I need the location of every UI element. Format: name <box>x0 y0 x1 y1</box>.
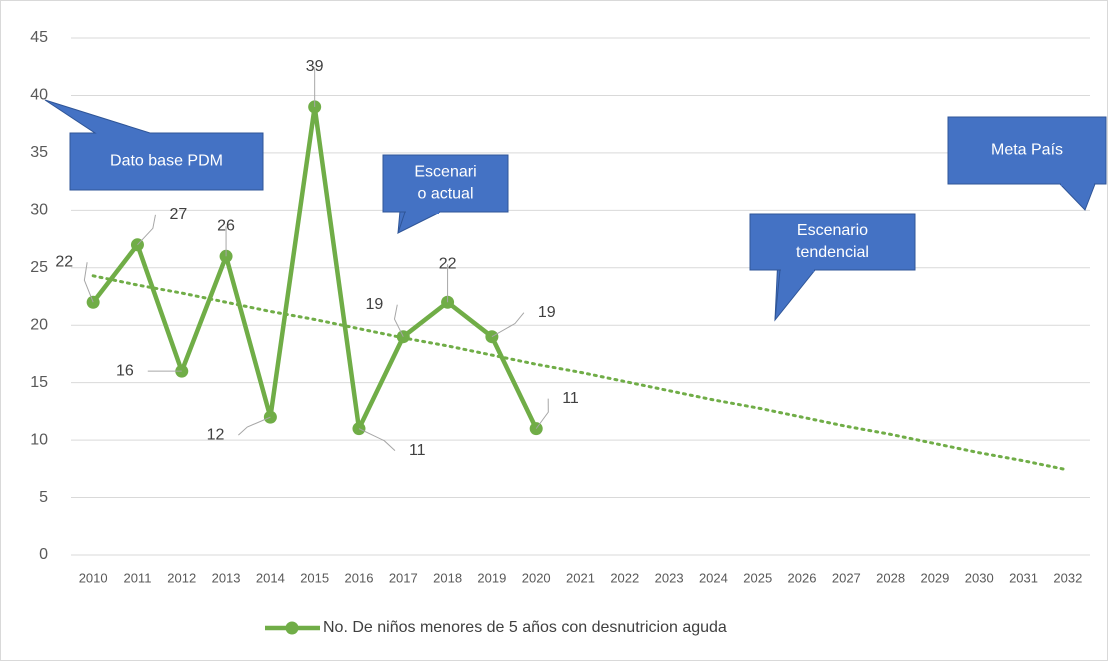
y-tick-label: 30 <box>30 202 48 219</box>
leader-line <box>393 304 404 337</box>
x-tick-label: 2015 <box>300 570 329 585</box>
x-tick-label: 2031 <box>1009 570 1038 585</box>
y-tick-label: 45 <box>30 29 48 46</box>
x-tick-label: 2019 <box>477 570 506 585</box>
callout-text: Escenari <box>414 164 476 181</box>
x-tick-label: 2024 <box>699 570 728 585</box>
y-tick-label: 0 <box>39 546 48 563</box>
x-tick-label: 2022 <box>610 570 639 585</box>
x-tick-label: 2012 <box>167 570 196 585</box>
x-tick-label: 2029 <box>920 570 949 585</box>
trendline <box>91 274 1070 472</box>
data-label: 16 <box>116 362 134 379</box>
callout <box>44 99 264 191</box>
data-label: 27 <box>169 206 187 223</box>
y-tick-label: 15 <box>30 374 48 391</box>
x-tick-label: 2026 <box>788 570 817 585</box>
x-tick-label: 2027 <box>832 570 861 585</box>
leader-line <box>83 262 94 303</box>
x-tick-label: 2014 <box>256 570 285 585</box>
x-tick-label: 2013 <box>212 570 241 585</box>
y-tick-label: 25 <box>30 259 48 276</box>
callout-box <box>382 154 509 213</box>
data-label: 22 <box>439 255 457 272</box>
data-label: 22 <box>55 253 73 270</box>
y-tick-label: 35 <box>30 144 48 161</box>
data-label: 12 <box>207 426 225 443</box>
leader-line <box>358 428 396 451</box>
x-tick-label: 2016 <box>345 570 374 585</box>
callout-text: Dato base PDM <box>110 153 223 170</box>
legend-label: No. De niños menores de 5 años con desnu… <box>323 619 727 636</box>
x-tick-label: 2018 <box>433 570 462 585</box>
leader-line <box>535 398 549 429</box>
y-tick-label: 40 <box>30 87 48 104</box>
x-tick-label: 2010 <box>79 570 108 585</box>
callout-box <box>947 116 1107 185</box>
callout-seam <box>781 268 814 272</box>
x-tick-label: 2028 <box>876 570 905 585</box>
leader-line <box>137 214 156 246</box>
data-label: 11 <box>409 442 426 459</box>
callout-seam <box>406 210 439 214</box>
legend-marker <box>285 621 299 635</box>
x-tick-label: 2020 <box>522 570 551 585</box>
leader-line <box>238 416 271 436</box>
x-tick-label: 2032 <box>1053 570 1082 585</box>
leader-line <box>491 312 525 338</box>
data-label: 11 <box>562 390 579 407</box>
data-label: 19 <box>538 304 556 321</box>
x-tick-label: 2023 <box>655 570 684 585</box>
data-label: 39 <box>306 58 324 75</box>
data-label: 26 <box>217 218 235 235</box>
x-tick-label: 2017 <box>389 570 418 585</box>
callout-text: o actual <box>417 186 473 203</box>
y-tick-label: 10 <box>30 431 48 448</box>
callout-text: tendencial <box>796 244 869 261</box>
x-tick-label: 2021 <box>566 570 595 585</box>
x-tick-label: 2030 <box>965 570 994 585</box>
callout-text: Escenario <box>797 222 868 239</box>
data-label: 19 <box>365 296 383 313</box>
x-tick-label: 2011 <box>123 570 151 585</box>
callout-seam <box>1061 182 1094 186</box>
y-tick-label: 20 <box>30 316 48 333</box>
callout-text: Meta País <box>991 142 1063 159</box>
callout-box <box>749 213 916 271</box>
y-tick-label: 5 <box>39 489 48 506</box>
x-tick-label: 2025 <box>743 570 772 585</box>
